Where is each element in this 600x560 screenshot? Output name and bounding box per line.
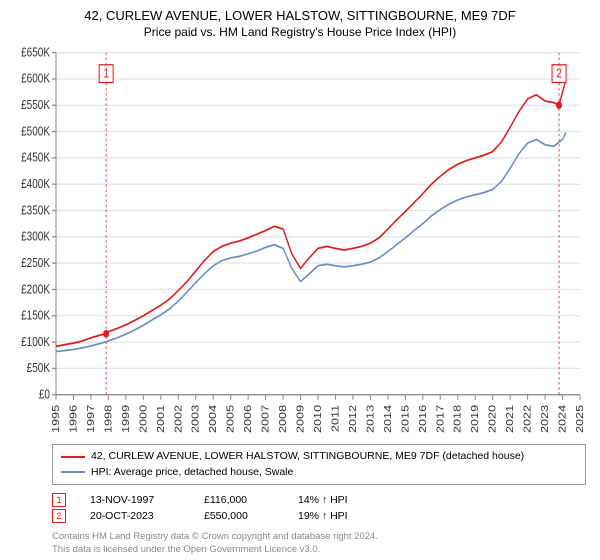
svg-text:1999: 1999 (121, 405, 132, 433)
svg-text:£250K: £250K (21, 257, 50, 270)
svg-text:£550K: £550K (21, 99, 50, 112)
svg-text:2010: 2010 (313, 405, 324, 433)
chart-area: 1995 1996 1997 1998 1999 2000 2001 2002 2003 2004… (12, 45, 588, 438)
legend-item: HPI: Average price, detached house, Swal… (61, 465, 577, 481)
svg-text:1998: 1998 (104, 405, 115, 433)
transaction-price: £116,000 (204, 494, 274, 506)
svg-text:2019: 2019 (470, 405, 481, 433)
svg-text:£300K: £300K (21, 231, 50, 244)
svg-text:£150K: £150K (21, 310, 50, 323)
transaction-date: 20-OCT-2023 (90, 510, 180, 522)
svg-text:£450K: £450K (21, 152, 50, 165)
svg-text:1: 1 (103, 68, 109, 81)
footer-line-2: This data is licensed under the Open Gov… (52, 544, 586, 556)
svg-text:2: 2 (556, 68, 562, 81)
transaction-date: 13-NOV-1997 (90, 494, 180, 506)
svg-text:2008: 2008 (278, 405, 289, 433)
svg-text:£0: £0 (39, 389, 50, 402)
svg-text:2017: 2017 (435, 405, 446, 433)
transactions-table: 1 13-NOV-1997 £116,000 14% ↑ HPI 2 20-OCT-202… (52, 491, 586, 525)
transaction-delta: 14% ↑ HPI (298, 494, 348, 506)
svg-text:2023: 2023 (540, 405, 551, 433)
svg-text:2005: 2005 (226, 405, 237, 433)
svg-text:£200K: £200K (21, 283, 50, 296)
svg-text:2001: 2001 (156, 405, 167, 433)
svg-text:2012: 2012 (348, 405, 359, 433)
legend-label: 42, CURLEW AVENUE, LOWER HALSTOW, SITTIN… (91, 449, 524, 465)
svg-text:1996: 1996 (69, 405, 80, 433)
transaction-delta: 19% ↑ HPI (298, 510, 348, 522)
svg-text:£600K: £600K (21, 73, 50, 86)
svg-text:1997: 1997 (86, 405, 97, 433)
svg-text:2016: 2016 (418, 405, 429, 433)
svg-text:2009: 2009 (296, 405, 307, 433)
footer: Contains HM Land Registry data © Crown c… (52, 531, 586, 556)
transaction-price: £550,000 (204, 510, 274, 522)
chart-container: 42, CURLEW AVENUE, LOWER HALSTOW, SITTIN… (0, 0, 600, 560)
svg-text:£350K: £350K (21, 204, 50, 217)
svg-text:£500K: £500K (21, 125, 50, 138)
transaction-marker: 2 (52, 509, 66, 523)
title-block: 42, CURLEW AVENUE, LOWER HALSTOW, SITTIN… (12, 8, 588, 39)
svg-text:1995: 1995 (51, 405, 62, 433)
legend: 42, CURLEW AVENUE, LOWER HALSTOW, SITTIN… (52, 444, 586, 486)
legend-item: 42, CURLEW AVENUE, LOWER HALSTOW, SITTIN… (61, 449, 577, 465)
svg-text:£100K: £100K (21, 336, 50, 349)
svg-text:2018: 2018 (453, 405, 464, 433)
svg-text:2015: 2015 (400, 405, 411, 433)
svg-text:2004: 2004 (208, 404, 219, 433)
legend-swatch (61, 456, 85, 458)
svg-text:£400K: £400K (21, 178, 50, 191)
legend-label: HPI: Average price, detached house, Swal… (91, 465, 293, 481)
svg-text:2013: 2013 (366, 405, 377, 433)
svg-text:2002: 2002 (173, 405, 184, 433)
footer-line-1: Contains HM Land Registry data © Crown c… (52, 531, 586, 543)
svg-text:2024: 2024 (558, 404, 569, 433)
transaction-row: 2 20-OCT-2023 £550,000 19% ↑ HPI (52, 509, 586, 523)
transaction-row: 1 13-NOV-1997 £116,000 14% ↑ HPI (52, 493, 586, 507)
svg-text:2014: 2014 (383, 404, 394, 433)
title-sub: Price paid vs. HM Land Registry's House … (12, 25, 588, 39)
line-chart: 1995 1996 1997 1998 1999 2000 2001 2002 2003 2004… (12, 45, 588, 438)
svg-text:2000: 2000 (138, 405, 149, 433)
svg-text:£50K: £50K (27, 362, 51, 375)
svg-text:2022: 2022 (523, 405, 534, 433)
title-main: 42, CURLEW AVENUE, LOWER HALSTOW, SITTIN… (12, 8, 588, 23)
svg-text:2021: 2021 (505, 405, 516, 433)
svg-text:2006: 2006 (243, 405, 254, 433)
transaction-marker: 1 (52, 493, 66, 507)
svg-text:£650K: £650K (21, 46, 50, 59)
legend-swatch (61, 471, 85, 473)
svg-text:2025: 2025 (575, 405, 586, 433)
svg-text:2011: 2011 (331, 405, 342, 432)
svg-text:2007: 2007 (261, 405, 272, 433)
svg-text:2003: 2003 (191, 405, 202, 433)
svg-text:2020: 2020 (488, 405, 499, 433)
